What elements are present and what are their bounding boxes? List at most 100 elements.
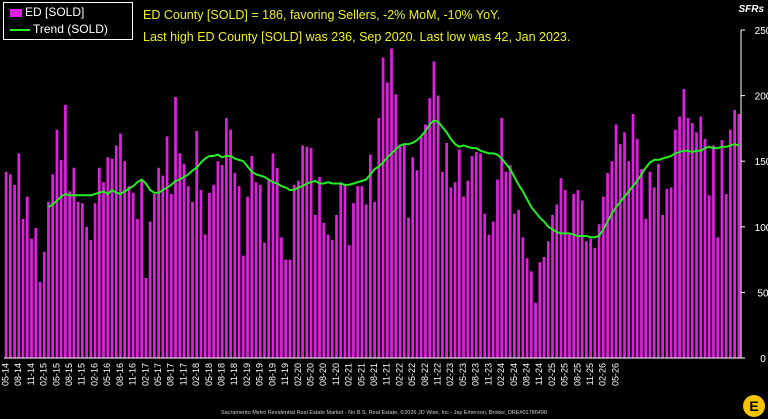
bar: [271, 153, 275, 358]
bar: [369, 154, 372, 358]
bar: [241, 255, 245, 358]
x-tick-label: 11-15: [77, 363, 87, 385]
x-tick-label: 02-18: [191, 363, 201, 386]
bar: [606, 173, 609, 358]
bar: [203, 234, 207, 358]
bar: [4, 171, 8, 358]
bar: [191, 201, 194, 358]
bar: [220, 165, 224, 358]
bar: [470, 155, 474, 358]
bar: [593, 247, 597, 358]
bar: [428, 98, 432, 358]
x-tick-label: 11-25: [585, 363, 595, 385]
bar: [407, 217, 410, 358]
x-tick-label: 02-16: [89, 363, 99, 386]
bar: [568, 234, 571, 358]
bar: [280, 237, 283, 358]
bar: [322, 222, 326, 358]
bar: [106, 157, 110, 358]
x-tick-label: 02-21: [344, 363, 354, 386]
bar: [419, 136, 423, 358]
y-tick-label: 150: [755, 157, 768, 168]
bar: [199, 190, 203, 358]
x-tick-label: 08-15: [64, 363, 74, 386]
bar: [9, 174, 12, 358]
x-tick-label: 05-21: [356, 363, 366, 386]
bar: [432, 61, 436, 359]
x-tick-label: 05-17: [153, 363, 163, 386]
bar: [30, 238, 33, 358]
bar: [716, 237, 720, 358]
bar: [457, 149, 461, 358]
bar: [597, 224, 601, 358]
x-tick-label: 05-25: [560, 363, 570, 386]
bar: [652, 187, 656, 358]
bar: [385, 82, 389, 358]
bar: [237, 186, 241, 358]
bar: [546, 241, 550, 358]
bar: [491, 221, 495, 358]
bar: [64, 104, 67, 358]
bar: [453, 182, 457, 358]
bar: [394, 94, 398, 358]
bar: [59, 159, 63, 358]
bar: [284, 259, 288, 358]
bar: [225, 117, 228, 359]
bar: [34, 228, 38, 358]
bar: [305, 146, 309, 358]
x-tick-label: 02-17: [140, 363, 150, 386]
x-tick-label: 11-23: [483, 363, 493, 385]
legend-item-trend: Trend (SOLD): [10, 22, 108, 36]
bar: [102, 182, 105, 358]
bar: [589, 238, 592, 358]
bar: [703, 138, 707, 358]
bar: [169, 194, 173, 358]
bar: [119, 133, 122, 358]
bar: [178, 153, 182, 358]
bar: [390, 48, 393, 359]
bar: [165, 136, 169, 358]
bar: [631, 113, 635, 358]
bar: [267, 179, 271, 358]
bar: [466, 180, 470, 358]
x-tick-label: 05-24: [509, 363, 519, 386]
bar: [373, 201, 376, 358]
bar: [665, 188, 669, 358]
bar: [445, 142, 448, 358]
bar: [212, 184, 216, 358]
bar: [343, 184, 347, 358]
bar: [25, 196, 29, 358]
bar: [381, 57, 385, 359]
bar: [51, 174, 55, 358]
bar: [297, 180, 300, 358]
bar: [208, 192, 211, 358]
bar: [402, 144, 406, 358]
bar: [623, 132, 626, 358]
bar: [157, 167, 160, 358]
bar: [627, 161, 631, 358]
bar: [517, 209, 520, 358]
bar: [610, 161, 614, 358]
bar: [254, 182, 258, 358]
bar: [318, 176, 321, 358]
bar: [733, 110, 736, 358]
x-tick-label: 08-23: [471, 363, 481, 386]
bar: [508, 165, 512, 358]
x-tick-label: 05-19: [255, 363, 265, 386]
bar: [140, 179, 144, 358]
bar: [55, 129, 59, 358]
x-tick-label: 08-17: [166, 363, 176, 386]
bar: [661, 214, 664, 358]
y-tick-label: 250: [755, 26, 768, 37]
x-tick-label: 08-21: [369, 363, 379, 386]
y-axis: 0 50 100 150 200 250: [740, 26, 768, 365]
y-axis-unit-label: SFRs: [738, 4, 764, 15]
x-tick-label: 05-20: [305, 363, 315, 386]
legend: ED [SOLD] Trend (SOLD): [3, 2, 133, 40]
bar: [233, 173, 237, 358]
bar: [496, 179, 499, 358]
bar: [182, 163, 186, 358]
bar: [326, 234, 330, 358]
bar: [110, 158, 114, 358]
x-tick-label: 02-23: [445, 363, 455, 386]
